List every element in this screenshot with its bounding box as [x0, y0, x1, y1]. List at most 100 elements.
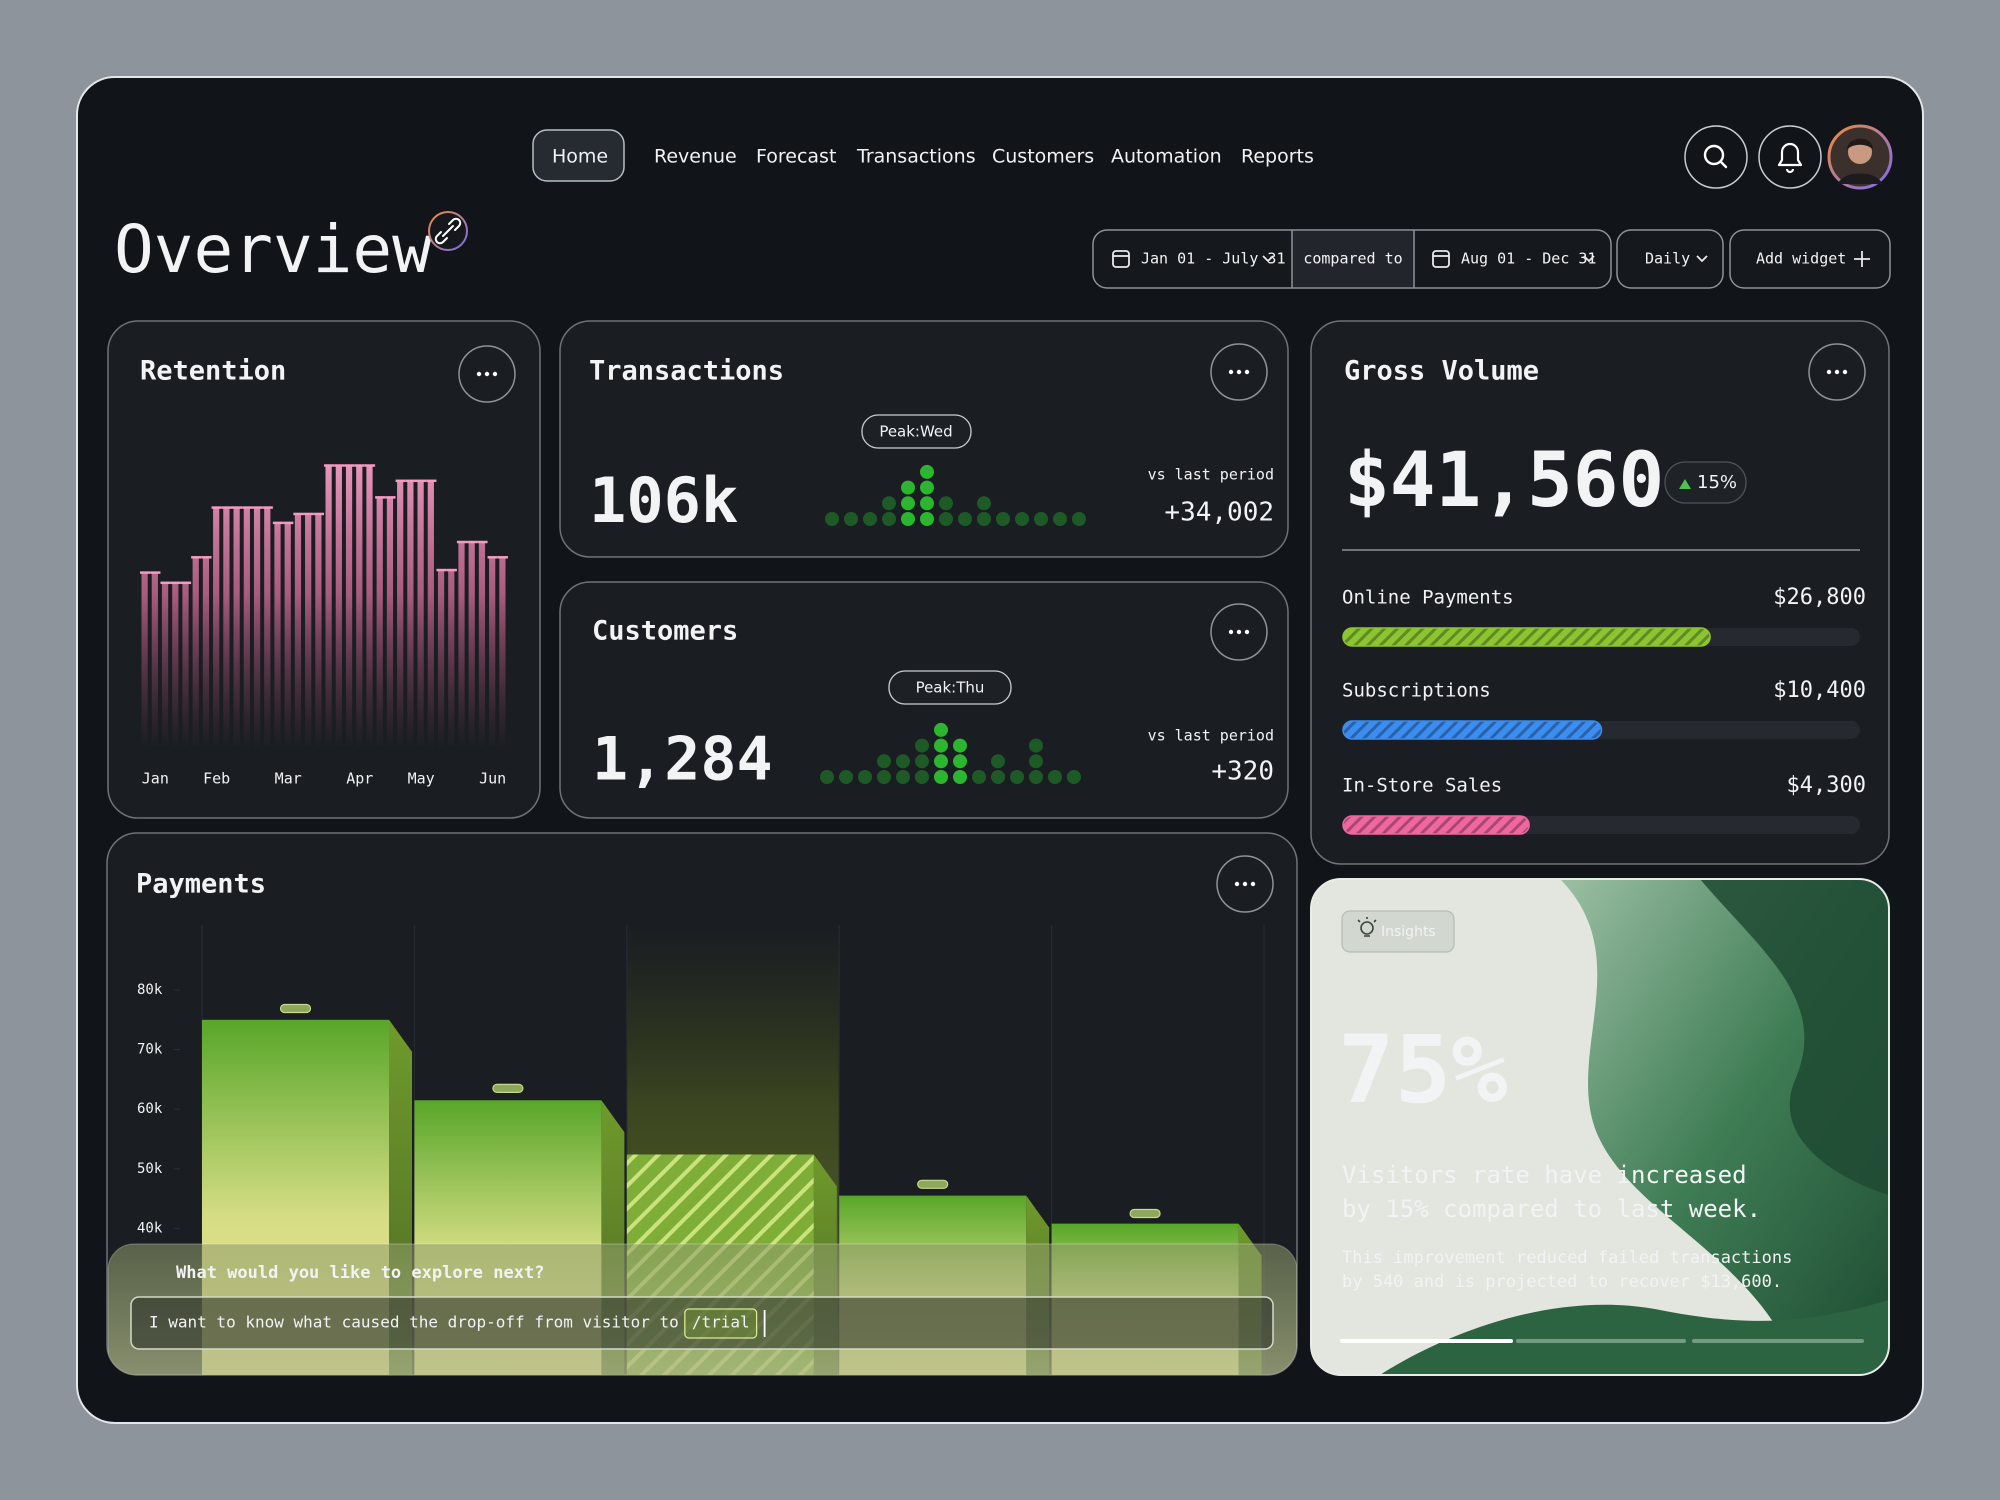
x-tick-label: Jun: [479, 770, 506, 788]
add-widget-button[interactable]: [1729, 229, 1891, 289]
notification-button[interactable]: [1758, 125, 1822, 189]
insights-headline: by 15% compared to last week.: [1342, 1195, 1761, 1223]
dot: [953, 738, 967, 753]
bar: [335, 465, 342, 746]
insights-value: 75%: [1338, 1016, 1508, 1125]
nav-item[interactable]: Transactions: [856, 146, 976, 168]
avatar-face: [1848, 140, 1872, 164]
peak-pill: [888, 670, 1012, 705]
more-icon-dot: [1834, 369, 1840, 375]
bar: [499, 557, 506, 746]
insights-border: [1310, 878, 1890, 1376]
dot: [939, 496, 953, 511]
dot-column: [858, 770, 872, 784]
bar: [386, 497, 394, 746]
dot-column: [953, 738, 967, 784]
bar: [253, 507, 261, 746]
dot-column: [839, 770, 853, 784]
command-chip: [684, 1308, 758, 1339]
dot-column: [920, 464, 934, 526]
y-tick-label: 60k: [137, 1101, 163, 1117]
more-icon-dot: [1228, 369, 1234, 375]
dot-column: [1010, 770, 1024, 784]
dot: [934, 770, 948, 784]
bar: [345, 465, 353, 746]
dot-column: [991, 754, 1005, 784]
dot: [934, 754, 948, 769]
bar: [468, 542, 475, 746]
insights-body: This improvement reduced failed transact…: [1342, 1248, 1792, 1268]
dot: [920, 512, 934, 526]
more-icon-dot: [1244, 629, 1250, 635]
dot: [1053, 512, 1067, 526]
insights-headline: Visitors rate have increased: [1342, 1161, 1747, 1189]
nav-item[interactable]: Forecast: [756, 146, 836, 168]
more-button[interactable]: [458, 345, 516, 403]
bell-icon: [1777, 142, 1803, 174]
insights-tag-label: Insights: [1381, 924, 1436, 940]
insights-tag: [1341, 910, 1455, 953]
dot: [996, 512, 1010, 526]
dot: [901, 512, 915, 526]
nav-item[interactable]: Automation: [1111, 146, 1222, 168]
compare-range[interactable]: Aug 01 - Dec 31: [1461, 250, 1596, 268]
card-title: Customers: [592, 616, 738, 647]
card-title: Payments: [136, 869, 266, 900]
bar: [141, 572, 148, 746]
more-icon-dot: [1236, 629, 1242, 635]
dot-column: [972, 770, 986, 784]
search-button[interactable]: [1684, 125, 1748, 189]
dot: [882, 496, 896, 511]
dot: [1015, 512, 1029, 526]
add-widget[interactable]: Add widget: [1756, 250, 1846, 268]
nav-item[interactable]: Customers: [992, 146, 1094, 168]
date-range[interactable]: Jan 01 - July 31: [1141, 250, 1286, 268]
avatar-hair: [1846, 138, 1874, 150]
dot: [1029, 770, 1043, 784]
more-icon-dot: [1842, 369, 1848, 375]
dot-column: [915, 738, 929, 784]
plus-icon: [1854, 251, 1870, 267]
target-marker: [492, 1083, 524, 1093]
command-chip-text: /trial: [692, 1313, 750, 1332]
more-button[interactable]: [1808, 343, 1866, 401]
x-tick-label: Jan: [142, 770, 169, 788]
nav-item[interactable]: Home: [552, 146, 608, 168]
bar: [284, 522, 291, 746]
bar: [437, 570, 445, 746]
more-button[interactable]: [1210, 603, 1268, 661]
dot: [958, 512, 972, 526]
assistant-input-text[interactable]: I want to know what caused the drop-off …: [149, 1313, 679, 1332]
more-button[interactable]: [1210, 343, 1268, 401]
more-icon-dot: [492, 371, 498, 377]
link-icon: [434, 217, 462, 245]
bar: [478, 542, 486, 746]
dot-column: [934, 722, 948, 784]
change-value: +320: [1211, 757, 1274, 787]
change-badge: [1664, 461, 1747, 504]
nav-item[interactable]: Reports: [1241, 146, 1314, 168]
bar: [427, 480, 434, 746]
compare-label: vs last period: [1148, 466, 1274, 484]
dot-column: [1034, 512, 1048, 526]
bar: [213, 507, 220, 746]
interval-select[interactable]: [1616, 229, 1724, 289]
kpi-value: 1,284: [592, 725, 773, 795]
bar: [264, 507, 271, 746]
assistant-input[interactable]: [130, 1296, 1274, 1350]
nav-item[interactable]: Revenue: [654, 146, 737, 168]
peak-pill: [861, 414, 972, 449]
interval[interactable]: Daily: [1645, 250, 1690, 268]
x-tick-label: Feb: [203, 770, 230, 788]
bar: [151, 572, 158, 746]
dot: [1072, 512, 1086, 526]
x-tick-label: Apr: [346, 770, 373, 788]
change-percent: 15%: [1697, 472, 1737, 493]
dot: [1029, 754, 1043, 769]
target-marker: [917, 1179, 949, 1189]
dot-column: [1029, 738, 1043, 784]
more-icon-dot: [476, 371, 482, 377]
bar: [325, 465, 332, 746]
dot: [934, 722, 948, 737]
more-button[interactable]: [1216, 855, 1274, 913]
